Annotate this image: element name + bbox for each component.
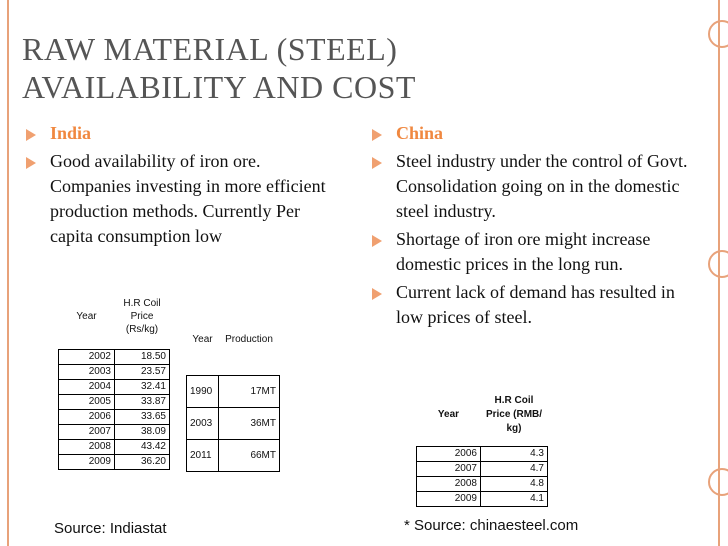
table-cell: 4.1: [480, 490, 548, 507]
table-header: H.R Coil Price (Rs/kg): [123, 298, 161, 336]
china-point-item: Shortage of iron ore might increase dome…: [370, 227, 690, 277]
table-cell: 2011: [186, 438, 219, 472]
table-cell: 23.57: [114, 363, 170, 380]
china-point-item: Steel industry under the control of Govt…: [370, 149, 690, 224]
table-row: 2008 4.8: [416, 475, 548, 492]
table-row: 2006 4.3: [416, 445, 548, 462]
table-row: 2007 4.7: [416, 460, 548, 477]
table-cell: 2008: [416, 475, 481, 492]
china-price-table: Year H.R Coil Price (RMB/ kg) 2006 4.3 20…: [416, 384, 548, 507]
table-cell: 17MT: [218, 374, 280, 408]
china-point-item: Current lack of demand has resulted in l…: [370, 280, 690, 330]
title-line-2: AVAILABILITY AND COST: [22, 69, 416, 105]
table-cell: 2007: [416, 460, 481, 477]
india-heading-item: India: [24, 121, 344, 146]
table-cell: 36.20: [114, 453, 170, 470]
table-cell: 18.50: [114, 348, 170, 365]
india-production-table: Year Production 1990 17MT 2003 36MT 2011 66…: [186, 305, 280, 472]
table-header: Year: [76, 311, 97, 323]
bullet-icon: [372, 157, 382, 169]
table-cell: 2008: [58, 438, 115, 455]
table-cell: 2002: [58, 348, 115, 365]
india-column: India Good availability of iron ore. Com…: [24, 121, 344, 252]
table-cell: 2006: [416, 445, 481, 462]
table-row: 2004 32.41: [58, 378, 170, 395]
binder-ring: [708, 250, 728, 278]
table-cell: 2004: [58, 378, 115, 395]
table-row: 1990 17MT: [186, 374, 280, 408]
table-cell: 36MT: [218, 406, 280, 440]
table-cell: 2009: [58, 453, 115, 470]
table-cell: 4.8: [480, 475, 548, 492]
table-cell: 4.7: [480, 460, 548, 477]
slide-title: RAW MATERIAL (STEEL) AVAILABILITY AND CO…: [22, 30, 582, 106]
bullet-icon: [372, 129, 382, 141]
table-cell: 1990: [186, 374, 219, 408]
china-heading-item: China: [370, 121, 690, 146]
table-cell: 33.65: [114, 408, 170, 425]
table-cell: 43.42: [114, 438, 170, 455]
bullet-icon: [26, 157, 36, 169]
table-row: 2003 36MT: [186, 406, 280, 440]
table-row: 2011 66MT: [186, 438, 280, 472]
table-row: 2003 23.57: [58, 363, 170, 380]
bullet-icon: [372, 288, 382, 300]
bullet-icon: [372, 235, 382, 247]
table-cell: 33.87: [114, 393, 170, 410]
table-row: 2006 33.65: [58, 408, 170, 425]
source-china: * Source: chinaesteel.com: [404, 517, 579, 534]
table-header: H.R Coil Price (RMB/ kg): [485, 394, 543, 434]
left-border-line: [7, 0, 9, 546]
table-cell: 2003: [186, 406, 219, 440]
table-cell: 2003: [58, 363, 115, 380]
table-cell: 32.41: [114, 378, 170, 395]
table-cell: 2007: [58, 423, 115, 440]
table-cell: 4.3: [480, 445, 548, 462]
bullet-icon: [26, 129, 36, 141]
table-header: Production: [225, 334, 273, 346]
title-line-1: RAW MATERIAL (STEEL): [22, 31, 398, 67]
india-point-item: Good availability of iron ore. Companies…: [24, 149, 344, 249]
table-header: Year: [192, 334, 213, 346]
india-price-table: Year H.R Coil Price (Rs/kg) 2002 18.50 20…: [58, 285, 170, 470]
table-row: 2007 38.09: [58, 423, 170, 440]
table-cell: 2009: [416, 490, 481, 507]
table-row: 2005 33.87: [58, 393, 170, 410]
binder-ring: [708, 20, 728, 48]
table-row: 2009 36.20: [58, 453, 170, 470]
binder-ring: [708, 468, 728, 496]
table-cell: 38.09: [114, 423, 170, 440]
table-cell: 2006: [58, 408, 115, 425]
china-column: China Steel industry under the control o…: [370, 121, 690, 333]
source-india: Source: Indiastat: [54, 520, 167, 537]
table-row: 2002 18.50: [58, 348, 170, 365]
table-header: Year: [437, 409, 460, 421]
table-cell: 2005: [58, 393, 115, 410]
table-row: 2009 4.1: [416, 490, 548, 507]
table-cell: 66MT: [218, 438, 280, 472]
table-row: 2008 43.42: [58, 438, 170, 455]
